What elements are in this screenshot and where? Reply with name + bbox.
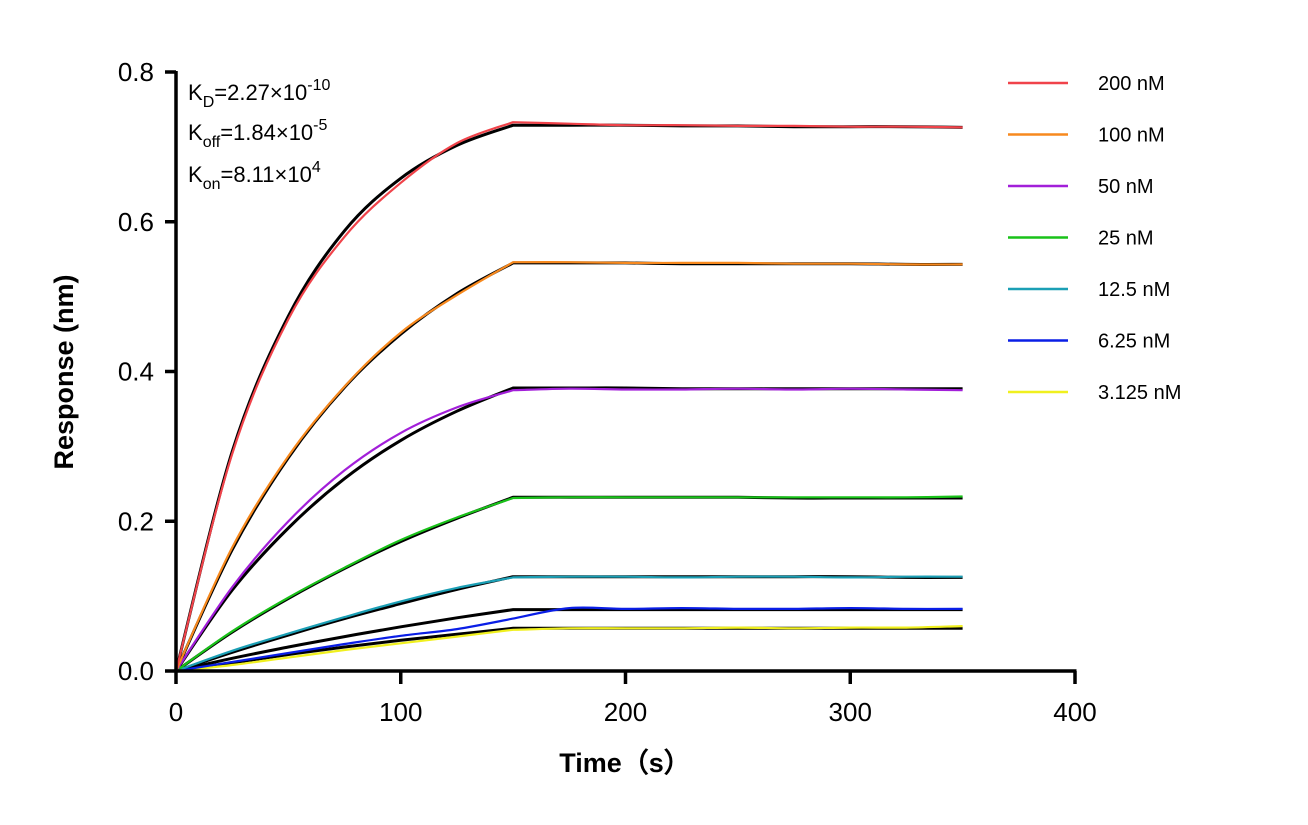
y-axis-title: Response (nm): [49, 274, 79, 469]
series-line-200-nM: [174, 121, 963, 672]
legend-label: 100 nM: [1098, 125, 1165, 147]
y-tick-label: 0.4: [118, 357, 154, 387]
y-tick-label: 0.0: [118, 656, 154, 686]
legend-label: 12.5 nM: [1098, 279, 1170, 301]
fit-line-6-25-nM: [175, 608, 963, 673]
series-line-6-25-nM: [175, 606, 963, 673]
fit-line-200-nM: [174, 123, 963, 672]
legend-label: 3.125 nM: [1098, 382, 1181, 404]
x-axis-title: Time（s）: [559, 748, 691, 778]
series-line-25-nM: [175, 495, 963, 672]
series-line-50-nM: [175, 387, 963, 672]
kon-annotation: Kon=8.11×104: [188, 159, 321, 193]
legend-label: 200 nM: [1098, 73, 1165, 95]
legend-label: 50 nM: [1098, 176, 1154, 198]
x-tick-label: 0: [169, 697, 183, 727]
y-tick-label: 0.2: [118, 506, 154, 536]
data-lines: [174, 121, 963, 673]
x-tick-label: 100: [379, 697, 422, 727]
legend: 200 nM 100 nM 50 nM 25 nM 12.5 nM 6.25 nM 3.12…: [1008, 73, 1181, 404]
x-tick-label: 300: [829, 697, 872, 727]
series-line-3-125-nM: [175, 625, 963, 673]
axes: 0.0 0.2 0.4 0.6 0.8 0 100 200 300 400: [118, 57, 1097, 727]
kd-annotation: KD=2.27×10-10: [188, 77, 330, 111]
x-tick-label: 200: [604, 697, 647, 727]
y-tick-label: 0.8: [118, 57, 154, 87]
series-line-100-nM: [174, 261, 963, 672]
x-tick-label: 400: [1053, 697, 1096, 727]
y-tick-label: 0.6: [118, 207, 154, 237]
legend-label: 25 nM: [1098, 228, 1154, 250]
series-line-12-5-nM: [175, 575, 963, 673]
koff-annotation: Koff=1.84×10-5: [188, 117, 328, 151]
fit-lines: [174, 123, 963, 673]
legend-label: 6.25 nM: [1098, 331, 1170, 353]
